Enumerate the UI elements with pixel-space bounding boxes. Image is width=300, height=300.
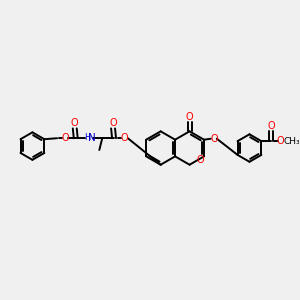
Text: H: H (84, 133, 91, 142)
Text: O: O (197, 154, 205, 165)
Text: CH₃: CH₃ (284, 137, 300, 146)
Text: O: O (109, 118, 117, 128)
Text: O: O (186, 112, 194, 122)
Text: O: O (120, 133, 128, 143)
Text: O: O (71, 118, 79, 128)
Text: O: O (210, 134, 218, 144)
Text: N: N (88, 133, 95, 143)
Text: O: O (276, 136, 284, 146)
Text: O: O (61, 133, 69, 143)
Text: O: O (267, 122, 275, 131)
